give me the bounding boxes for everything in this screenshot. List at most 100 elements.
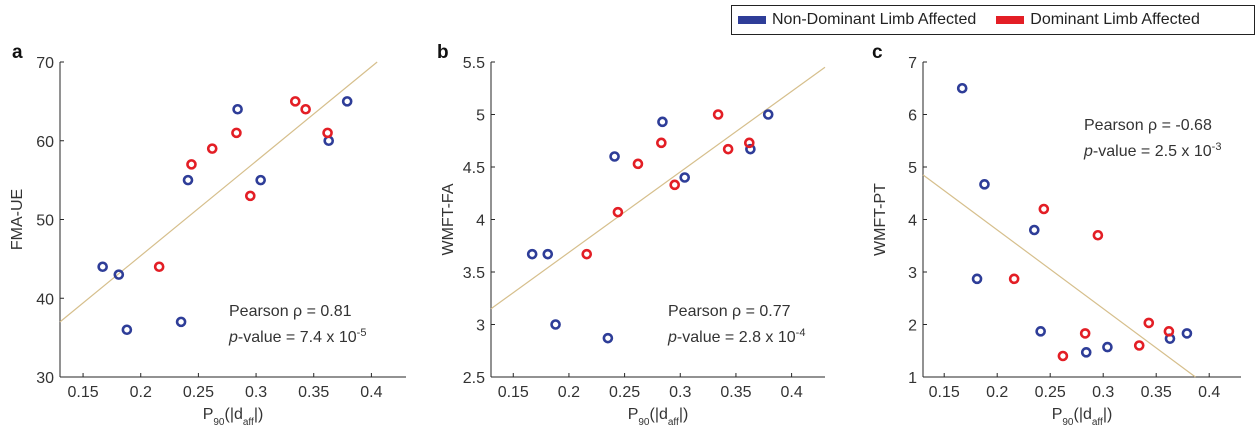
- pearson-annotation: Pearson ρ = -0.68: [1084, 117, 1212, 134]
- data-point-dominant: [743, 137, 755, 149]
- pearson-annotation: Pearson ρ = 0.77: [668, 303, 791, 320]
- chart-panel-a: a 30 40 50 60 70 0.15 0.2 0.25 0.3 0.35 0.4 P90(|daf…: [9, 42, 406, 425]
- data-point-non-dominant: [979, 179, 990, 190]
- x-tick-label: 0.3: [669, 384, 691, 401]
- data-point-non-dominant: [745, 143, 756, 155]
- data-point-non-dominant: [182, 174, 194, 186]
- x-axis-label: P90(|daff|): [203, 406, 264, 425]
- panel-label: b: [437, 42, 449, 63]
- data-point-dominant: [1008, 273, 1020, 285]
- data-point-non-dominant: [1035, 326, 1046, 337]
- y-tick-label: 4: [476, 213, 485, 230]
- regression-line: [490, 66, 826, 310]
- data-point-dominant: [1079, 328, 1091, 339]
- regression-line: [59, 61, 378, 323]
- data-point-dominant: [612, 206, 624, 218]
- y-tick-label: 30: [36, 370, 54, 387]
- legend-label-non-dominant: Non-Dominant Limb Affected: [772, 11, 977, 28]
- data-point-non-dominant: [679, 172, 691, 183]
- data-point-non-dominant: [971, 273, 983, 285]
- data-point-non-dominant: [1029, 224, 1040, 236]
- data-point-dominant: [1133, 340, 1145, 351]
- data-point-dominant: [722, 143, 734, 155]
- data-point-dominant: [712, 109, 724, 120]
- data-point-dominant: [1038, 203, 1050, 215]
- data-point-dominant: [669, 179, 681, 191]
- x-axis-label: P90(|daff|): [1052, 406, 1113, 425]
- data-point-non-dominant: [526, 248, 538, 260]
- y-axis-label: WMFT-PT: [872, 183, 889, 256]
- regression-line: [922, 174, 1196, 378]
- x-tick-label: 0.15: [67, 384, 98, 401]
- x-tick-label: 0.35: [298, 384, 329, 401]
- data-point-non-dominant: [97, 261, 108, 273]
- panel-label: c: [872, 42, 883, 63]
- y-tick-label: 1: [908, 370, 917, 387]
- data-point-dominant: [186, 159, 197, 170]
- y-tick-label: 2: [908, 318, 917, 335]
- x-tick-label: 0.25: [1035, 384, 1066, 401]
- x-tick-label: 0.35: [1141, 384, 1172, 401]
- data-point-non-dominant: [550, 319, 561, 330]
- x-tick-label: 0.4: [1198, 384, 1220, 401]
- legend-swatch-dominant: [996, 16, 1025, 24]
- data-point-non-dominant: [609, 151, 620, 162]
- y-tick-label: 4: [908, 213, 917, 230]
- data-point-non-dominant: [762, 109, 774, 120]
- legend-item-non-dominant: Non-Dominant Limb Affected: [738, 11, 976, 29]
- data-point-dominant: [581, 248, 593, 260]
- y-tick-label: 5.5: [463, 55, 485, 72]
- y-tick-label: 6: [908, 108, 917, 125]
- data-point-dominant: [245, 190, 256, 202]
- x-tick-label: 0.15: [498, 384, 529, 401]
- data-point-dominant: [1143, 317, 1155, 329]
- y-tick-label: 3.5: [463, 265, 485, 282]
- data-point-dominant: [322, 127, 333, 139]
- y-tick-label: 5: [908, 160, 917, 177]
- data-point-non-dominant: [602, 332, 614, 344]
- x-tick-label: 0.25: [183, 384, 214, 401]
- data-point-non-dominant: [1102, 341, 1113, 353]
- data-point-non-dominant: [1181, 328, 1193, 339]
- data-point-dominant: [632, 158, 644, 170]
- y-tick-label: 70: [36, 55, 54, 72]
- data-point-non-dominant: [341, 96, 353, 107]
- data-point-dominant: [1057, 350, 1069, 362]
- p-value-annotation: p-value = 2.8 x 10-4: [667, 327, 805, 346]
- x-tick-label: 0.35: [720, 384, 751, 401]
- p-value-annotation: p-value = 2.5 x 10-3: [1083, 141, 1221, 160]
- data-point-non-dominant: [113, 269, 125, 280]
- x-axis-label: P90(|daff|): [628, 406, 689, 425]
- y-tick-label: 40: [36, 291, 54, 308]
- x-tick-label: 0.3: [245, 384, 267, 401]
- x-tick-label: 0.15: [929, 384, 960, 401]
- data-point-dominant: [656, 137, 667, 149]
- pearson-annotation: Pearson ρ = 0.81: [229, 303, 352, 320]
- y-axis-label: WMFT-FA: [440, 183, 457, 255]
- data-point-non-dominant: [175, 316, 187, 328]
- chart-panel-c: c 1 2 3 4 5 6 7 0.15 0.2 0.25 0.3 0.35 0.4 P90(|daff|)…: [872, 42, 1241, 425]
- data-point-dominant: [231, 127, 242, 139]
- legend: Non-Dominant Limb Affected Dominant Limb…: [731, 5, 1255, 35]
- data-point-dominant: [300, 103, 311, 115]
- data-point-non-dominant: [255, 174, 266, 186]
- data-point-dominant: [153, 261, 165, 273]
- data-point-non-dominant: [121, 324, 133, 336]
- data-point-non-dominant: [1080, 347, 1092, 358]
- data-point-dominant: [1163, 326, 1175, 337]
- p-value-annotation: p-value = 7.4 x 10-5: [228, 327, 366, 346]
- x-tick-label: 0.2: [986, 384, 1008, 401]
- data-point-non-dominant: [657, 116, 668, 128]
- y-tick-label: 3: [476, 318, 485, 335]
- x-tick-label: 0.3: [1092, 384, 1114, 401]
- data-point-dominant: [206, 143, 218, 154]
- y-tick-label: 4.5: [463, 160, 485, 177]
- x-tick-label: 0.2: [130, 384, 152, 401]
- legend-item-dominant: Dominant Limb Affected: [996, 11, 1200, 29]
- data-point-non-dominant: [542, 248, 554, 260]
- legend-label-dominant: Dominant Limb Affected: [1030, 11, 1200, 28]
- y-tick-label: 3: [908, 265, 917, 282]
- data-point-dominant: [1092, 229, 1104, 241]
- x-tick-label: 0.2: [558, 384, 580, 401]
- x-tick-label: 0.4: [360, 384, 382, 401]
